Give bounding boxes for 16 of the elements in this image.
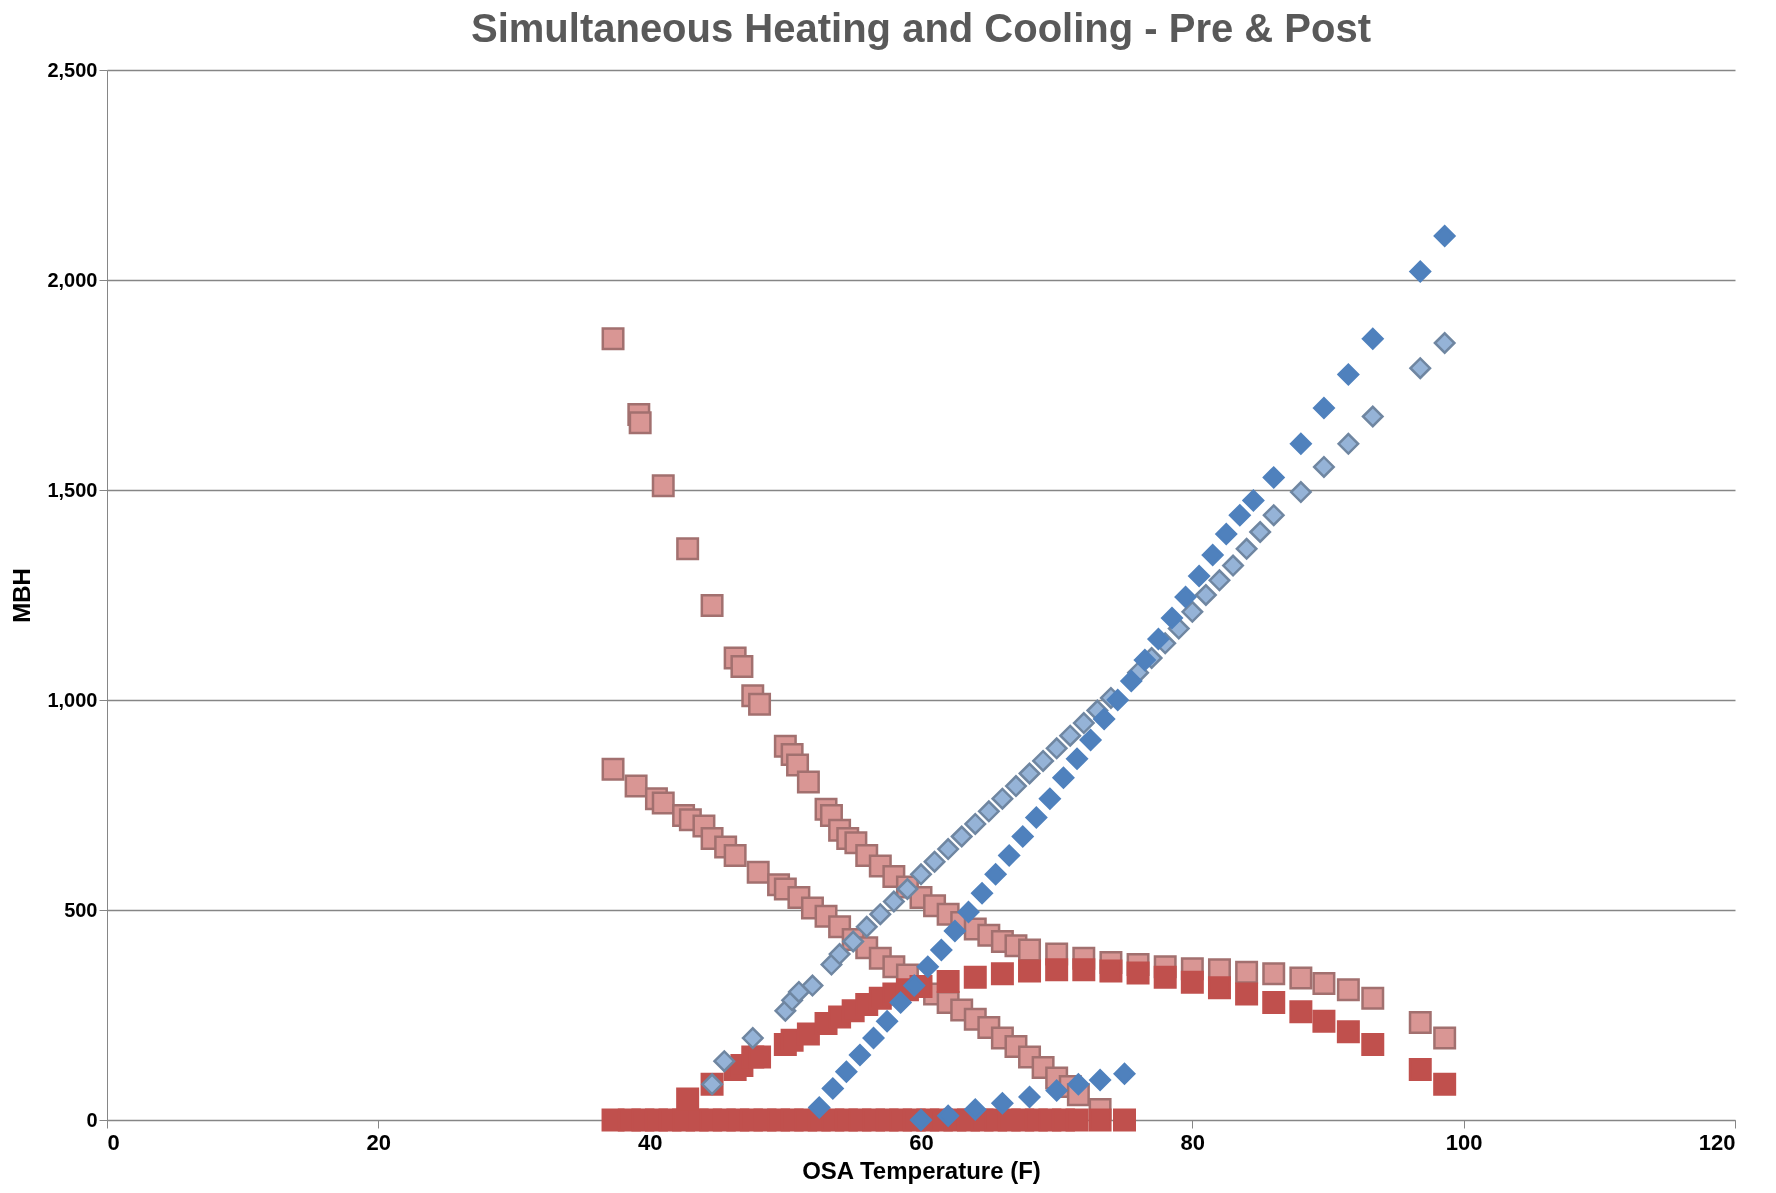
- x-tick-label: 20: [366, 1129, 392, 1155]
- y-tick-label: 500: [64, 898, 98, 921]
- y-tick-label: 1,500: [47, 478, 98, 501]
- x-axis-title: OSA Temperature (F): [802, 1156, 1041, 1184]
- y-tick-label: 2,000: [47, 268, 98, 291]
- y-tick-label: 0: [86, 1108, 98, 1131]
- y-tick-label: 2,500: [47, 58, 98, 81]
- y-axis-title: MBH: [8, 568, 36, 623]
- x-tick-label: 60: [909, 1129, 934, 1155]
- x-tick-label: 40: [637, 1129, 663, 1155]
- x-tick-label: 100: [1445, 1129, 1483, 1155]
- chart-title: Simultaneous Heating and Cooling - Pre & Post: [470, 6, 1372, 50]
- x-tick-label: 80: [1180, 1129, 1206, 1155]
- x-tick-label: 120: [1698, 1129, 1736, 1155]
- x-tick-label: 0: [107, 1129, 120, 1155]
- y-tick-label: 1,000: [47, 688, 98, 711]
